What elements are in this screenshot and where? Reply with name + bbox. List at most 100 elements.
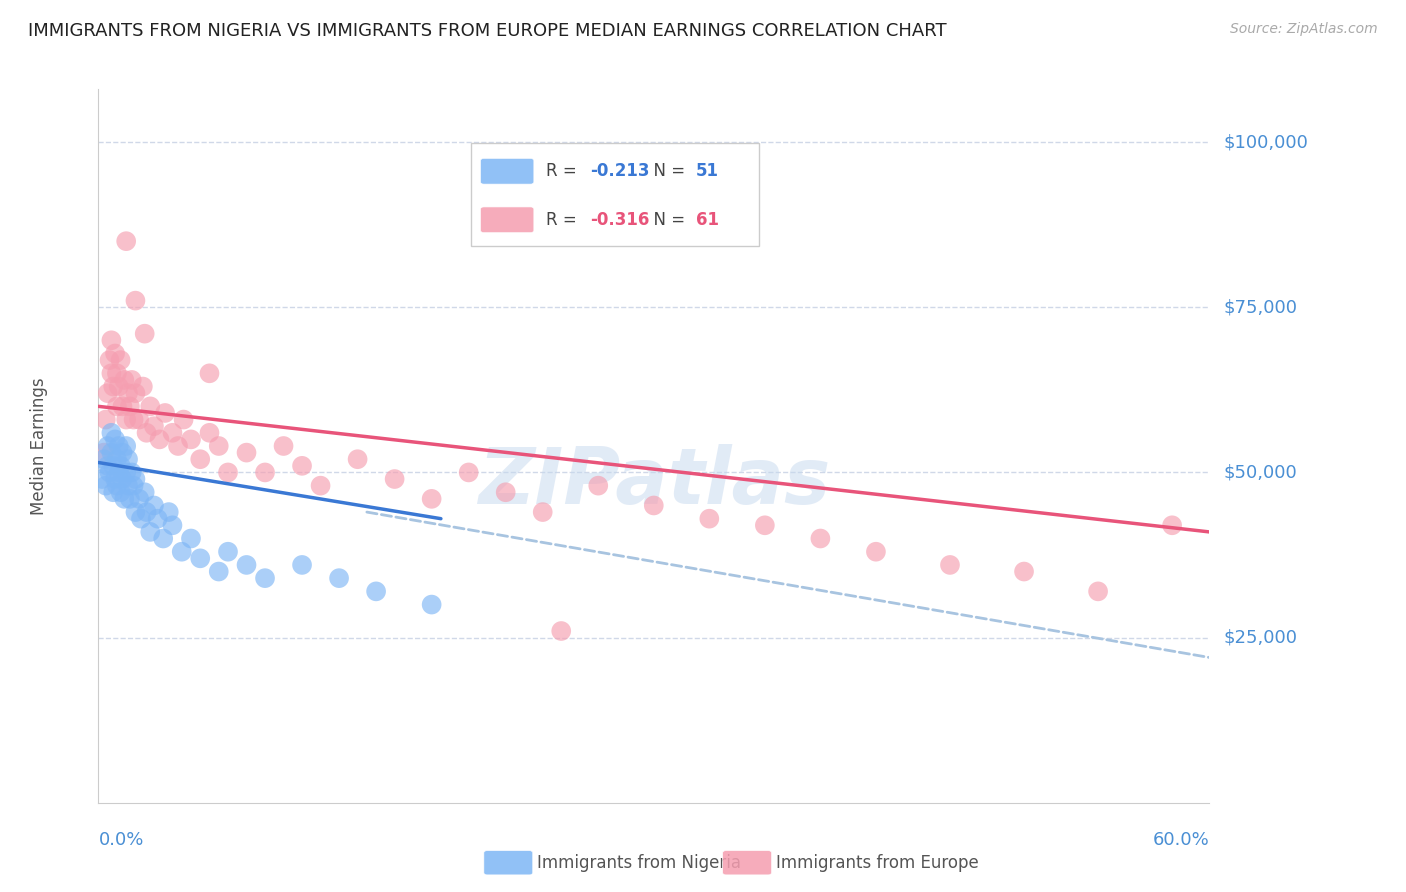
Point <box>124 505 146 519</box>
Point <box>124 293 146 308</box>
Point <box>366 584 388 599</box>
Text: Source: ZipAtlas.com: Source: ZipAtlas.com <box>1230 22 1378 37</box>
Point <box>115 234 138 248</box>
Point <box>105 478 128 492</box>
Text: ZIPatlas: ZIPatlas <box>478 443 830 520</box>
Point <box>939 558 962 572</box>
Point <box>148 433 170 447</box>
Point <box>110 458 132 473</box>
Text: Median Earnings: Median Earnings <box>31 377 48 515</box>
Point <box>111 400 134 414</box>
Point <box>143 419 166 434</box>
Point <box>105 400 128 414</box>
Point <box>107 466 129 480</box>
Point <box>143 499 166 513</box>
Text: 0.0%: 0.0% <box>98 831 143 849</box>
FancyBboxPatch shape <box>481 159 534 184</box>
Point <box>643 499 665 513</box>
Point <box>550 624 572 638</box>
Point <box>457 466 479 480</box>
Point <box>531 505 554 519</box>
FancyBboxPatch shape <box>471 143 759 246</box>
Point <box>107 379 129 393</box>
Text: 61: 61 <box>696 211 718 228</box>
Point <box>1012 565 1035 579</box>
Point <box>810 532 832 546</box>
Point <box>309 478 332 492</box>
Point <box>112 373 135 387</box>
Point <box>117 386 139 401</box>
Point <box>110 353 132 368</box>
Point <box>188 551 211 566</box>
Point <box>420 491 443 506</box>
Point <box>121 373 143 387</box>
Text: N =: N = <box>643 211 690 228</box>
Point <box>110 485 132 500</box>
Point <box>115 439 138 453</box>
Text: R =: R = <box>546 211 582 228</box>
Point <box>208 439 231 453</box>
Point <box>97 458 120 473</box>
Point <box>97 386 120 401</box>
Text: N =: N = <box>643 162 690 180</box>
Point <box>291 558 314 572</box>
Point <box>105 452 128 467</box>
Text: $100,000: $100,000 <box>1223 133 1308 151</box>
Point <box>122 478 145 492</box>
Point <box>328 571 350 585</box>
Point <box>104 472 127 486</box>
Point <box>112 491 135 506</box>
Point <box>93 445 115 459</box>
Point <box>128 412 150 426</box>
FancyBboxPatch shape <box>723 851 772 875</box>
Text: $50,000: $50,000 <box>1223 464 1296 482</box>
Point <box>124 472 146 486</box>
Point <box>273 439 295 453</box>
Point <box>124 386 146 401</box>
Point <box>291 458 314 473</box>
Point <box>115 466 138 480</box>
Point <box>162 518 184 533</box>
Point <box>100 425 122 440</box>
Point <box>134 485 156 500</box>
Point <box>1161 518 1184 533</box>
Point <box>253 571 276 585</box>
Point <box>94 412 117 426</box>
Point <box>170 545 193 559</box>
Point <box>104 346 127 360</box>
Point <box>115 412 138 426</box>
Point <box>103 458 125 473</box>
Text: R =: R = <box>546 162 582 180</box>
Point <box>128 491 150 506</box>
Point <box>198 367 221 381</box>
Point <box>103 379 125 393</box>
Point <box>100 367 122 381</box>
Point <box>118 400 141 414</box>
Point <box>91 472 114 486</box>
Point <box>420 598 443 612</box>
Point <box>139 400 162 414</box>
Point <box>217 466 239 480</box>
Point <box>167 439 190 453</box>
Point <box>699 511 721 525</box>
Point <box>134 326 156 341</box>
Point <box>208 565 231 579</box>
FancyBboxPatch shape <box>481 207 534 233</box>
Text: IMMIGRANTS FROM NIGERIA VS IMMIGRANTS FROM EUROPE MEDIAN EARNINGS CORRELATION CH: IMMIGRANTS FROM NIGERIA VS IMMIGRANTS FR… <box>28 22 946 40</box>
Point <box>1087 584 1109 599</box>
Point <box>104 433 127 447</box>
Point <box>180 433 202 447</box>
Point <box>235 558 257 572</box>
Point <box>117 452 139 467</box>
Point <box>865 545 887 559</box>
Text: Immigrants from Nigeria: Immigrants from Nigeria <box>537 854 741 871</box>
Point <box>217 545 239 559</box>
Point <box>180 532 202 546</box>
Point <box>117 478 139 492</box>
Point <box>118 491 141 506</box>
Point <box>100 333 122 347</box>
Point <box>132 379 155 393</box>
Point <box>235 445 257 459</box>
Point <box>346 452 368 467</box>
Point <box>122 412 145 426</box>
